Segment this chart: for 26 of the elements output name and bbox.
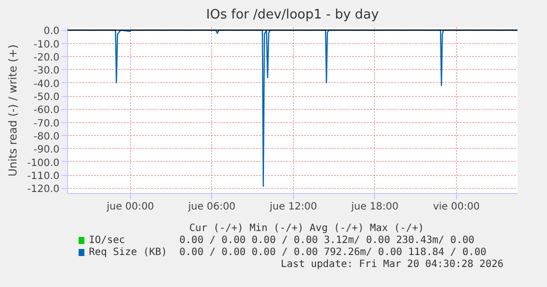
y-tick-label: -50.0 <box>34 92 60 104</box>
y-axis-title: Units read (-) / write (+) <box>6 44 20 177</box>
y-tick-label: -80.0 <box>34 132 60 143</box>
y-tick-label: -10.0 <box>34 39 60 50</box>
legend-label: IO/sec <box>88 235 126 246</box>
y-tick-label: -40.0 <box>34 78 60 90</box>
text: 0.00 / 0.00 0.00 / 0.00 3.12m/ 0.00 230.43m/ 0.00 <box>179 235 474 246</box>
text: Cur (-/+) Min (-/+) Avg (-/+) Max (-/+) <box>189 223 424 234</box>
y-tick-label: -100.0 <box>27 158 60 169</box>
x-tick-label: jue 00:00 <box>106 202 154 212</box>
legend-label: Req Size (KB) <box>88 247 168 258</box>
text: 0.00 / 0.00 0.00 / 0.00 792.26m/ 0.00 118.84 / 0.00 <box>179 247 486 258</box>
y-tick-label: 0.0 <box>44 26 60 38</box>
x-tick-label: jue 18:00 <box>350 202 399 212</box>
x-tick-label: vie 00:00 <box>432 202 480 212</box>
chart-title: IOs for /dev/loop1 - by day <box>206 8 380 22</box>
y-tick-label: -60.0 <box>34 105 60 116</box>
y-tick-label: -90.0 <box>34 144 60 156</box>
y-tick-label: -110.0 <box>27 171 60 182</box>
y-tick-label: -120.0 <box>27 184 60 196</box>
x-tick-label: jue 06:00 <box>187 202 236 212</box>
y-tick-label: -30.0 <box>34 66 60 77</box>
x-tick-label: jue 12:00 <box>268 202 318 212</box>
y-tick-label: -20.0 <box>34 52 60 64</box>
y-tick-label: -70.0 <box>34 118 60 130</box>
text: Last update: Fri Mar 20 04:30:28 2026 <box>280 259 504 270</box>
